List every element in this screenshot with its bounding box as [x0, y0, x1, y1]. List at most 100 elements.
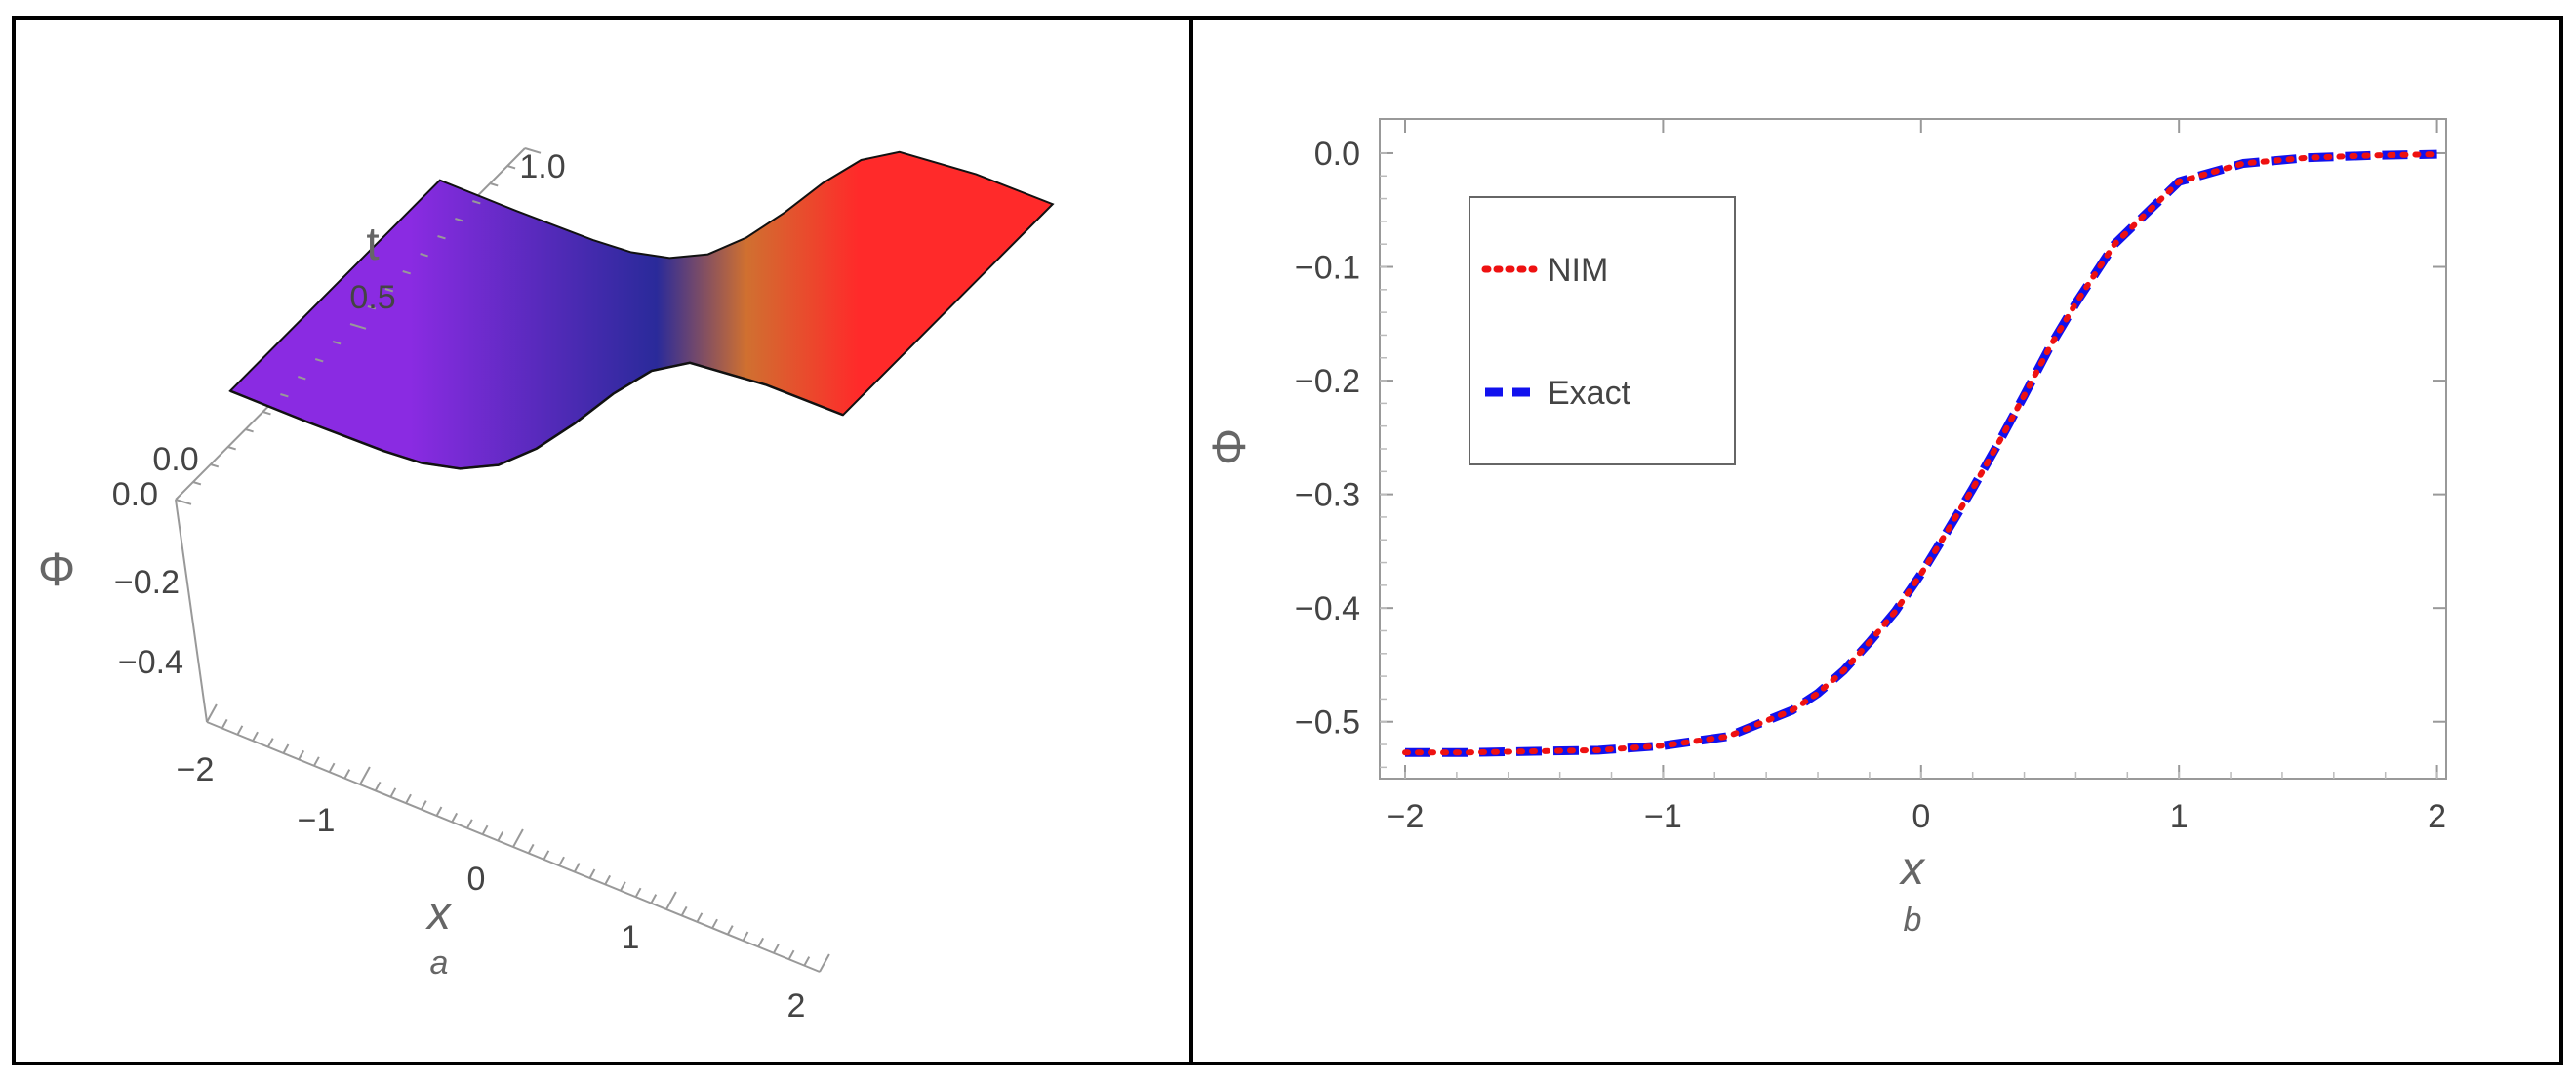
- z-axis-label: Φ: [38, 544, 75, 596]
- x-axis-ticks: −2 −1 0 1 2: [1387, 119, 2446, 835]
- panel-a-surface-plot: −2 −1 0 1 2 0.0 0.5 1.0 0.0 −0.2 −0.4 t …: [38, 147, 1055, 1025]
- y-tick-label: −0.1: [1295, 250, 1360, 287]
- t-tick-mark: [384, 288, 394, 293]
- x-tick-mark: [466, 819, 473, 829]
- x-tick-mark: [773, 944, 780, 954]
- t-tick-mark: [402, 270, 411, 275]
- x-tick-mark: [435, 806, 443, 817]
- y-tick-label: 0.0: [1314, 136, 1360, 173]
- x-tick-label: 0: [467, 861, 486, 898]
- surface: [228, 150, 1055, 470]
- t-tick-mark: [245, 428, 254, 433]
- z-tick-label: −0.4: [118, 644, 183, 681]
- t-tick-mark: [332, 341, 342, 345]
- x-tick-mark: [252, 731, 259, 742]
- panel-b-line-chart: 0.0 −0.1 −0.2 −0.3 −0.4 −0.5 −2 −1 0 1 2 NIM Exac…: [1204, 118, 2447, 939]
- t-tick-mark: [489, 182, 499, 187]
- z-tick-label: −0.2: [114, 564, 180, 601]
- x-tick-mark: [527, 843, 535, 854]
- y-tick-label: −0.4: [1295, 590, 1360, 627]
- box-edge-vertical: [175, 499, 208, 723]
- x-tick-mark: [634, 887, 642, 898]
- t-tick-label: 1.0: [519, 148, 565, 185]
- x-tick-mark: [298, 749, 305, 760]
- t-tick-mark: [314, 358, 324, 363]
- x-tick-mark: [588, 868, 596, 879]
- t-tick-mark: [437, 235, 446, 240]
- figure-frame: [12, 16, 2563, 1065]
- x-tick-mark: [359, 766, 371, 785]
- t-tick-mark: [420, 253, 428, 258]
- x-tick-label: −1: [1644, 798, 1682, 835]
- x-tick-mark: [221, 718, 228, 729]
- x-tick-mark: [405, 793, 412, 804]
- x-tick-mark: [313, 756, 320, 767]
- x-tick-mark: [787, 949, 795, 960]
- x-tick-mark: [420, 800, 427, 811]
- x-tick-mark: [497, 831, 504, 842]
- x-tick-mark: [512, 828, 524, 848]
- t-axis-ticks: [175, 147, 542, 505]
- x-tick-mark: [543, 850, 550, 861]
- x-tick-label: 1: [2170, 798, 2189, 835]
- x-tick-label: 2: [2428, 798, 2446, 835]
- x-tick-label: 0: [1912, 798, 1930, 835]
- x-tick-mark: [742, 931, 749, 942]
- x-tick-mark: [726, 925, 734, 936]
- y-tick-label: −0.2: [1295, 363, 1360, 400]
- t-axis-label: t: [366, 219, 379, 270]
- y-tick-label: −0.3: [1295, 477, 1360, 514]
- x-tick-mark: [266, 738, 274, 748]
- t-tick-mark: [262, 411, 271, 416]
- t-tick-mark: [506, 165, 516, 170]
- panel-b-letter: b: [1904, 902, 1922, 939]
- x-tick-mark: [680, 905, 688, 916]
- t-tick-mark: [298, 376, 306, 381]
- legend: NIM Exact: [1469, 196, 1736, 465]
- t-tick-label: 0.0: [152, 441, 198, 478]
- x-tick-mark: [573, 863, 581, 873]
- t-tick-mark: [192, 481, 202, 486]
- surface-front-edge: [229, 361, 844, 470]
- x-tick-label: −1: [298, 802, 336, 839]
- x-tick-mark: [696, 912, 704, 923]
- t-tick-mark: [349, 323, 367, 330]
- x-tick-mark: [620, 881, 626, 892]
- panel-a-letter: a: [430, 944, 449, 982]
- x-tick-mark: [604, 874, 612, 885]
- x-tick-mark: [328, 762, 336, 773]
- x-tick-mark: [650, 894, 658, 904]
- t-tick-mark: [175, 499, 192, 505]
- x-tick-mark: [803, 956, 811, 967]
- y-axis-ticks: 0.0 −0.1 −0.2 −0.3 −0.4 −0.5: [1295, 136, 2446, 769]
- z-tick-label: 0.0: [112, 476, 158, 513]
- x-tick-mark: [711, 918, 718, 929]
- x-tick-mark: [451, 812, 459, 823]
- legend-exact-label: Exact: [1548, 375, 1631, 412]
- x-tick-label: −2: [177, 751, 215, 788]
- t-tick-mark: [280, 393, 289, 398]
- t-tick-label: 0.5: [349, 279, 395, 316]
- t-tick-mark: [472, 200, 481, 205]
- x-tick-mark: [374, 781, 382, 791]
- x-tick-mark: [389, 787, 397, 798]
- x-tick-label: 2: [787, 987, 806, 1025]
- series-line-nim: [1402, 151, 2440, 756]
- x-tick-mark: [819, 953, 830, 973]
- x-axis-label: x: [1899, 843, 1926, 895]
- t-tick-mark: [210, 463, 220, 468]
- x-tick-mark: [665, 891, 677, 910]
- t-tick-mark: [455, 218, 463, 222]
- x-tick-mark: [206, 703, 218, 723]
- x-tick-mark: [343, 769, 351, 780]
- x-tick-mark: [558, 856, 565, 866]
- y-axis-label: Φ: [1204, 428, 1256, 465]
- legend-box: [1469, 196, 1736, 465]
- x-axis-label: x: [425, 888, 453, 940]
- x-axis-ticks: [206, 703, 830, 973]
- t-tick-mark: [367, 305, 377, 310]
- t-tick-mark: [524, 147, 542, 154]
- x-tick-mark: [481, 824, 489, 835]
- legend-nim-label: NIM: [1548, 252, 1608, 289]
